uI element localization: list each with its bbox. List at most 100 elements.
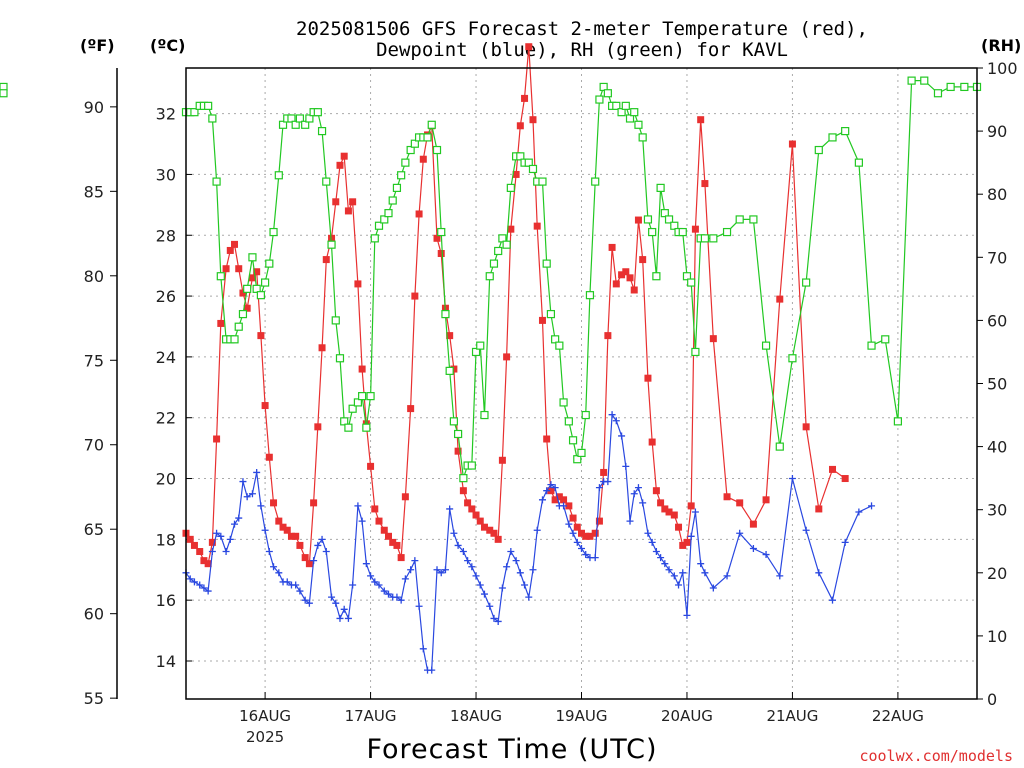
dewpoint-point — [384, 590, 392, 598]
temperature-point — [533, 222, 541, 230]
rh-point — [274, 171, 283, 180]
temperature-point — [371, 505, 379, 513]
temperature-point — [322, 256, 330, 264]
dewpoint-point — [407, 566, 415, 574]
rh-point — [682, 272, 692, 281]
dewpoint-point — [547, 481, 555, 489]
rh-point — [295, 114, 305, 123]
dewpoint-point — [788, 475, 796, 483]
f-tick-label: 80 — [84, 267, 104, 286]
rh-point — [278, 120, 288, 129]
temperature-point — [454, 447, 462, 455]
rh-point — [471, 347, 481, 357]
temperature-point — [723, 493, 731, 501]
rh-point — [384, 209, 393, 218]
dewpoint-point — [441, 566, 449, 574]
temperature-point — [578, 529, 585, 537]
temperature-point — [283, 526, 291, 534]
dewpoint-point — [657, 554, 665, 562]
rh-point — [568, 436, 578, 445]
rh-point — [933, 89, 943, 98]
rh-point — [388, 196, 397, 205]
rh-point — [542, 259, 551, 268]
temperature-point — [411, 292, 419, 300]
dewpoint-point — [533, 526, 541, 534]
rh-point — [449, 417, 458, 426]
temperature-point — [380, 526, 388, 534]
dewpoint-point — [454, 541, 462, 549]
chart-title-line2: Dewpoint (blue), RH (green) for KAVL — [376, 39, 788, 61]
dewpoint-point — [450, 529, 458, 537]
temperature-point — [336, 161, 344, 169]
temperature-point — [305, 560, 313, 568]
series-rh — [0, 76, 982, 483]
rh-point — [366, 392, 375, 401]
dewpoint-point — [670, 572, 678, 580]
rh-point — [353, 398, 363, 407]
temperature-point — [665, 508, 673, 516]
temperature-point — [622, 268, 630, 276]
temperature-point — [543, 435, 551, 443]
dewpoint-point — [310, 557, 318, 565]
dewpoint-point — [516, 569, 524, 577]
rh-point — [427, 120, 436, 129]
c-tick-label: 22 — [156, 409, 176, 428]
rh-point — [348, 404, 357, 413]
temperature-point — [204, 560, 212, 568]
temperature-point — [375, 517, 383, 525]
dewpoint-point — [683, 611, 691, 619]
dewpoint-point — [595, 484, 603, 492]
rh-point — [489, 259, 499, 268]
rh-point — [643, 215, 653, 224]
rh-point — [591, 177, 600, 186]
temperature-point — [314, 423, 322, 431]
rh-point — [599, 82, 608, 92]
rh-point — [670, 221, 679, 230]
temperature-point — [697, 116, 705, 124]
rh-point — [828, 133, 837, 142]
temperature-point — [521, 94, 529, 102]
temperature-point — [248, 274, 256, 282]
dewpoint-point — [802, 526, 810, 534]
x-tick-year-label: 2025 — [246, 728, 284, 746]
rh-point — [867, 341, 876, 350]
temperature-point — [679, 541, 687, 549]
rh-point — [502, 240, 511, 249]
c-tick-label: 16 — [156, 591, 176, 610]
rh-point — [603, 89, 612, 98]
rh-point — [854, 158, 863, 167]
temperature-point — [186, 535, 194, 543]
rh-point — [234, 322, 243, 331]
dewpoint-point — [190, 578, 198, 586]
temperature-point — [639, 256, 647, 264]
celsius-unit-label: (ºC) — [150, 36, 185, 55]
rh-point — [392, 183, 402, 192]
rh-point — [327, 240, 336, 249]
temperature-point — [555, 493, 563, 501]
dewpoint-point — [829, 596, 837, 604]
temperature-point — [349, 198, 357, 206]
dewpoint-point — [582, 551, 590, 559]
rh-point — [301, 120, 310, 129]
rh-point — [212, 177, 221, 186]
dewpoint-point — [608, 411, 616, 419]
dewpoint-point — [736, 529, 744, 537]
temperature-point — [608, 243, 616, 251]
rh-point — [380, 215, 389, 224]
dewpoint-point — [213, 529, 221, 537]
f-tick-label: 60 — [84, 605, 104, 624]
temperature-point — [472, 511, 480, 519]
temperature-point — [243, 304, 251, 312]
dewpoint-point — [375, 581, 383, 589]
dewpoint-point — [521, 581, 529, 589]
dewpoint-point — [644, 529, 652, 537]
dewpoint-point — [419, 645, 427, 653]
dewpoint-point — [336, 614, 344, 622]
dewpoint-point — [222, 548, 230, 556]
rh-tick-label: 90 — [987, 122, 1007, 141]
dewpoint-point — [362, 560, 370, 568]
temperature-point — [235, 265, 243, 273]
dewpoint-point — [328, 593, 336, 601]
temperature-point — [419, 155, 427, 163]
x-tick-label: 19AUG — [556, 707, 608, 725]
